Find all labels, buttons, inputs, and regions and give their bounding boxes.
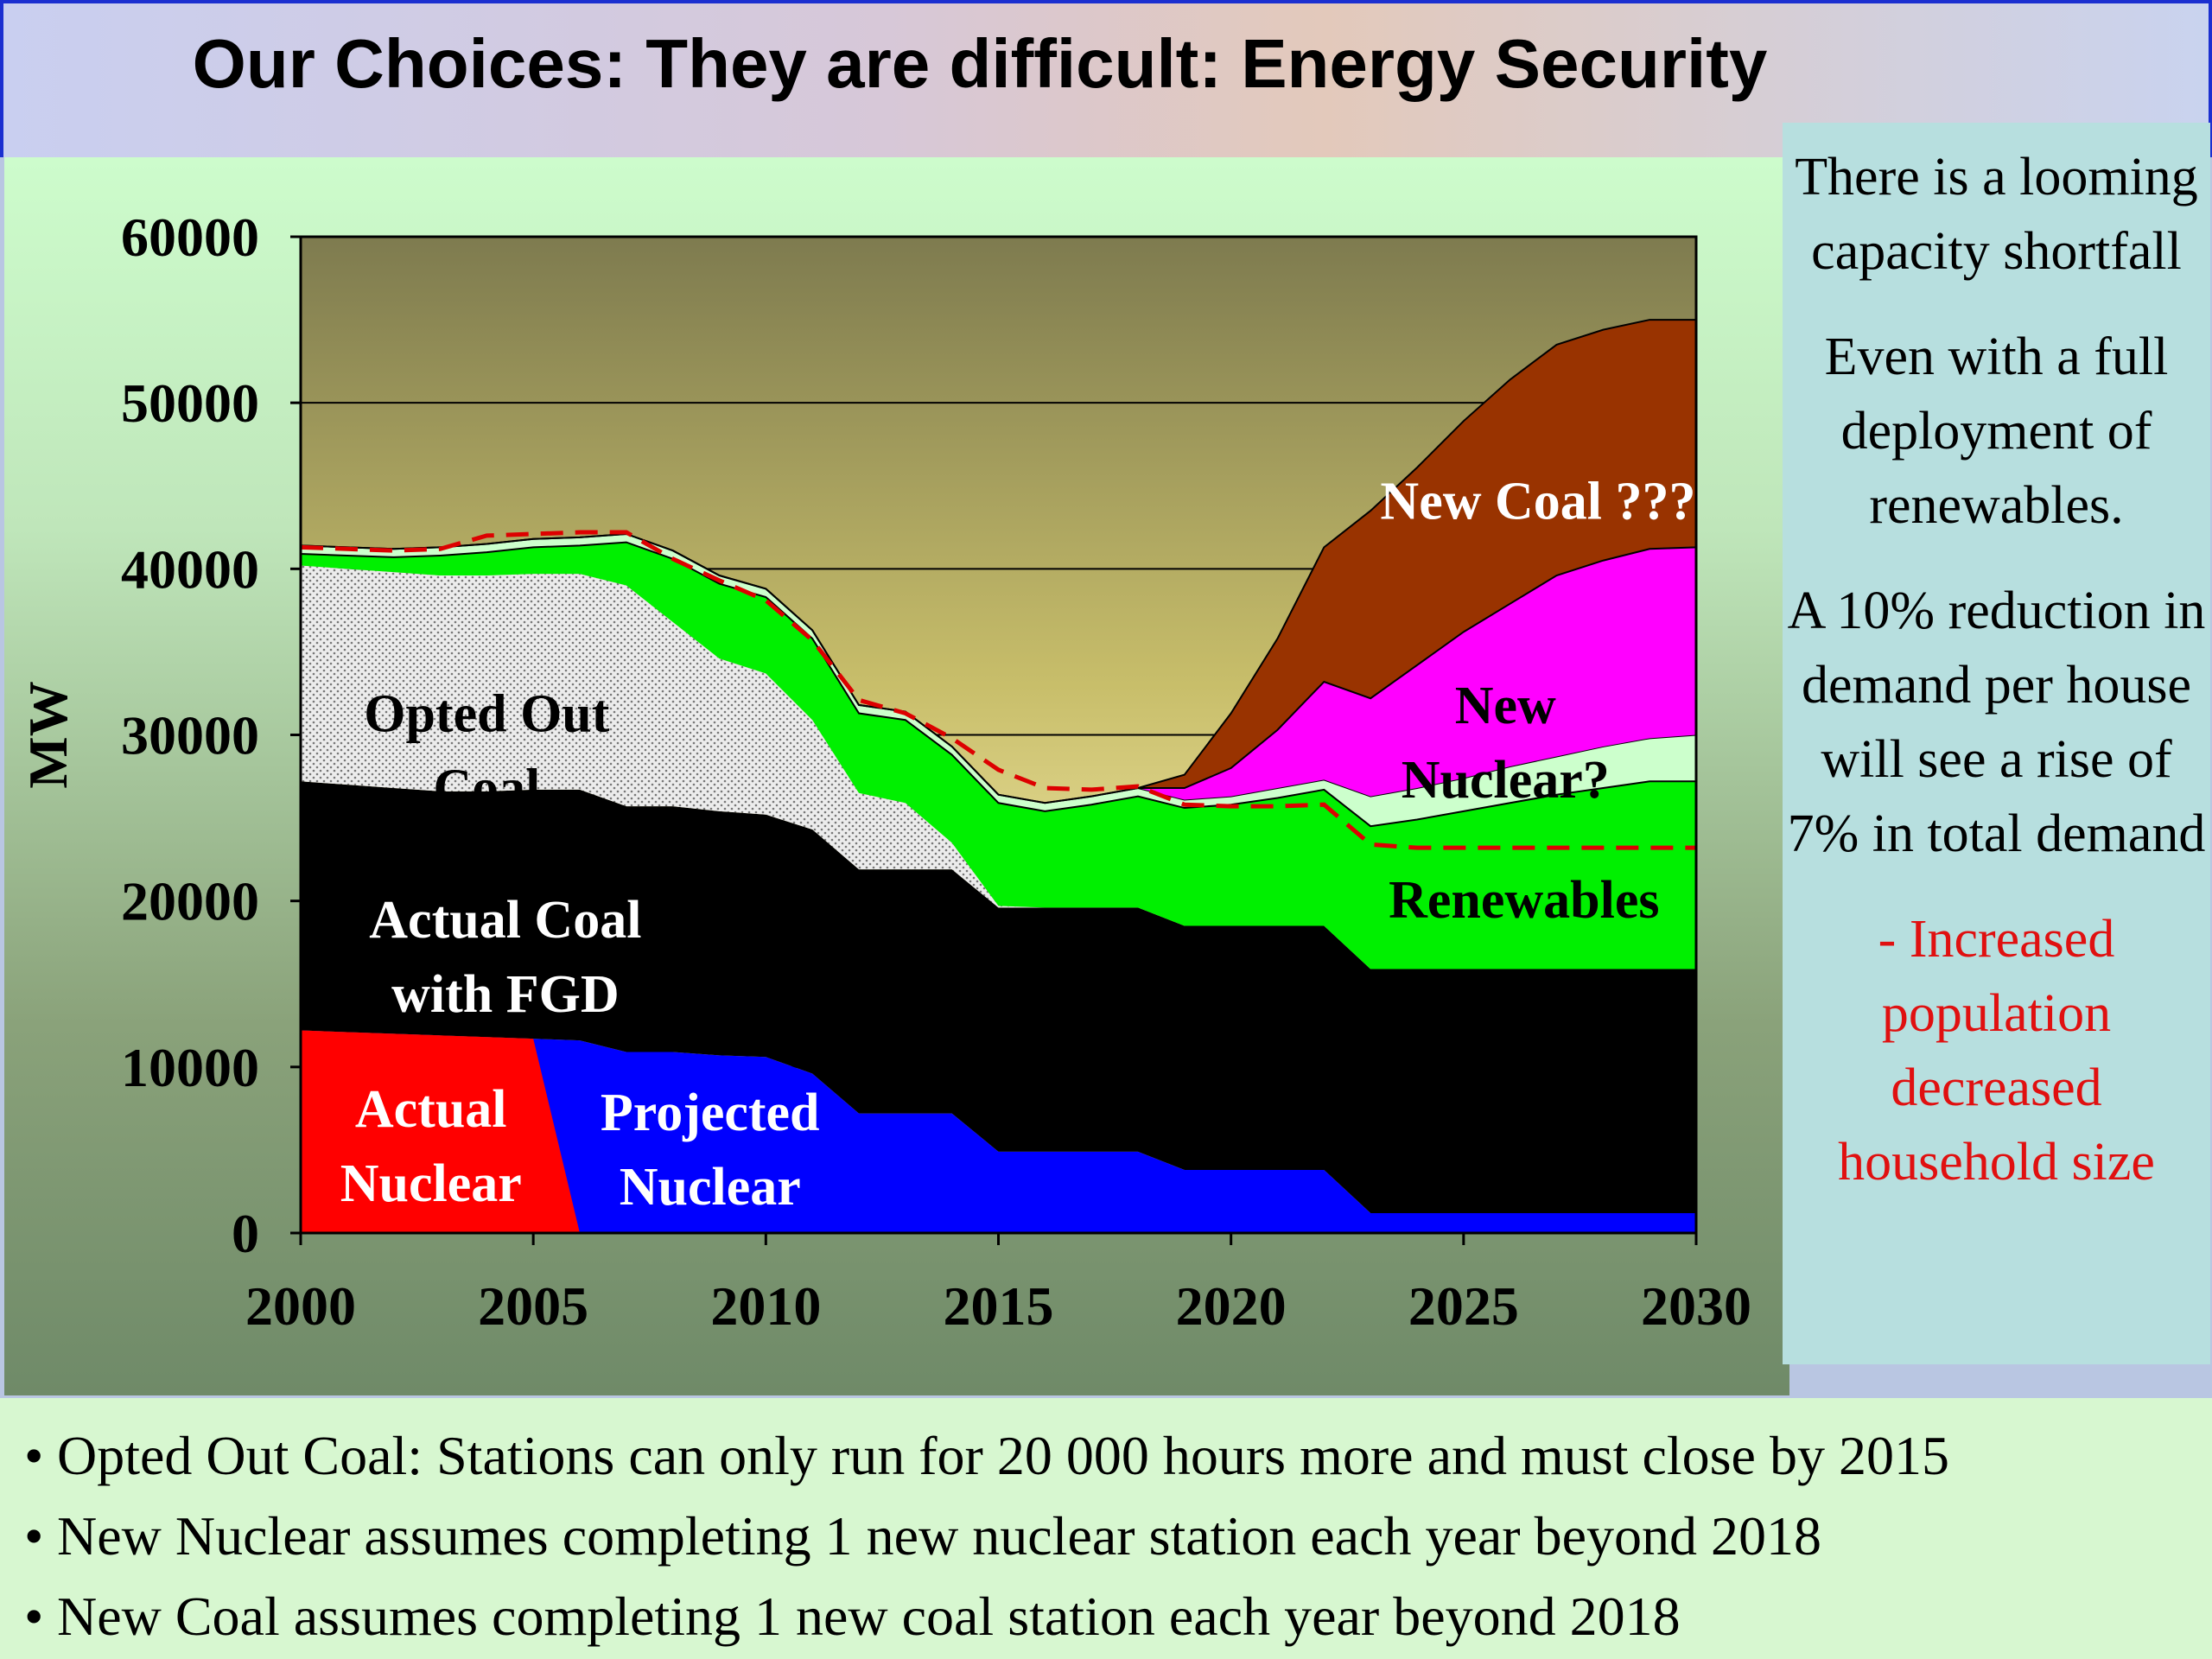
y-axis-label: MW: [17, 681, 79, 788]
demand-line: [300, 530, 1696, 850]
stacked-area-chart: 0 10000 20000 30000 40000 50000 60000 2000 2005 2…: [17, 207, 1751, 1337]
x-tick-label: 2030: [1641, 1275, 1751, 1337]
series-labels: Opted Out Coal Actual Coal with FGD Actual Nu…: [340, 473, 1696, 1217]
bullet-text: Opted Out Coal: Stations can only run fo…: [57, 1425, 1949, 1486]
area-coal_fgd: [301, 781, 1696, 1213]
bullet-item: • Opted Out Coal: Stations can only run f…: [24, 1425, 1949, 1486]
y-tick-label: 50000: [121, 372, 259, 434]
label-opted-out: Opted Out Coal: [364, 685, 610, 818]
bullet-item: • New Coal assumes completing 1 new coal …: [24, 1586, 1681, 1647]
side-text-demand: A 10% reduction in demand per house will…: [1787, 582, 2206, 863]
title-band: Our Choices: They are difficult: Energy …: [0, 0, 2212, 157]
side-text-renewables: Even with a full deployment of renewable…: [1824, 327, 2169, 535]
y-tick-label: 30000: [121, 705, 259, 766]
y-tick-label: 60000: [121, 207, 259, 268]
label-actual-coal: Actual Coal with FGD: [369, 891, 641, 1024]
demand-line-path: [300, 530, 1696, 850]
label-renewables: Renewables: [1389, 871, 1659, 930]
bullet-list: • Opted Out Coal: Stations can only run f…: [0, 1398, 2212, 1659]
bullet-text: New Coal assumes completing 1 new coal s…: [57, 1586, 1681, 1647]
side-text-shortfall: There is a looming capacity shortfall: [1795, 148, 2198, 281]
area-nuclear: [301, 1030, 1696, 1233]
x-tick-label: 2025: [1408, 1275, 1519, 1337]
area-series: [300, 319, 1697, 1233]
bullet-text: New Nuclear assumes completing 1 new nuc…: [57, 1505, 1821, 1567]
x-tick-label: 2000: [245, 1275, 356, 1337]
y-tick-label: 20000: [121, 871, 259, 932]
x-tick-label: 2005: [478, 1275, 588, 1337]
side-text-population: - Increased population decreased househo…: [1838, 910, 2155, 1192]
area-opted_out: [301, 565, 1696, 969]
x-tick-label: 2010: [710, 1275, 821, 1337]
label-actual-nuclear: Actual Nuclear: [340, 1080, 522, 1213]
axes: 0 10000 20000 30000 40000 50000 60000 2000 2005 2…: [17, 207, 1751, 1337]
x-tick-label: 2020: [1176, 1275, 1287, 1337]
label-new-nuclear: New Nuclear?: [1402, 677, 1610, 810]
label-projected-nuclear: Projected Nuclear: [601, 1084, 820, 1217]
y-tick-label: 40000: [121, 538, 259, 600]
bullet-item: • New Nuclear assumes completing 1 new nu…: [24, 1505, 1821, 1567]
y-tick-label: 10000: [121, 1037, 259, 1098]
y-tick-label: 0: [232, 1203, 259, 1264]
area-renewables: [301, 542, 1696, 969]
area-actual-nuclear: [301, 1030, 580, 1233]
slide-title: Our Choices: They are difficult: Energy …: [192, 25, 1768, 102]
chart-panel: 0 10000 20000 30000 40000 50000 60000 2000 2005 2…: [4, 157, 1789, 1395]
side-panel: There is a looming capacity shortfall Ev…: [1783, 123, 2210, 1364]
label-new-coal: New Coal ???: [1380, 473, 1695, 531]
x-tick-label: 2015: [944, 1275, 1054, 1337]
area-new_nuclear: [301, 533, 1696, 804]
